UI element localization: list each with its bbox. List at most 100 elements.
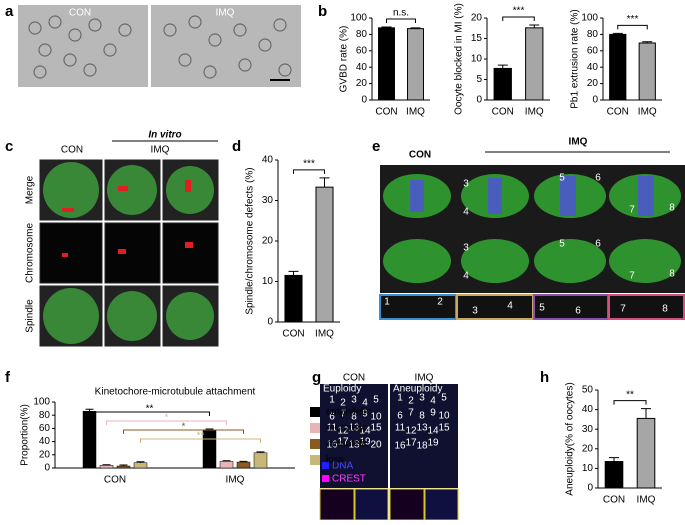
x-tick-label: IMQ: [315, 329, 334, 340]
inset-number: 2: [437, 297, 443, 308]
significance: ***: [513, 6, 525, 17]
legend-label: loss: [326, 455, 344, 466]
y-tick-label: 30: [582, 424, 594, 435]
chromosome-number: 16: [394, 441, 406, 452]
error-bar: [381, 26, 392, 28]
y-tick-label: 40: [587, 62, 599, 73]
x-tick-label: CON: [607, 107, 629, 118]
c-oocytes: [43, 162, 214, 344]
chromosome-number: 4: [430, 396, 436, 407]
y-tick-label: 100: [33, 397, 50, 408]
bracket: [140, 438, 261, 443]
chromosome-number: 7: [408, 408, 414, 419]
bar: [493, 67, 512, 101]
chromosome-number: 18: [416, 441, 428, 452]
bar: [636, 417, 656, 489]
significance: *: [165, 413, 169, 424]
image-number: 6: [595, 173, 601, 184]
y-tick-label: 30: [262, 195, 274, 206]
inset: [379, 294, 457, 320]
chromosome-number: 10: [438, 411, 450, 422]
bracket: [293, 169, 325, 174]
chromosome-number: 7: [340, 409, 346, 420]
image-number: 6: [595, 239, 601, 250]
bracket: [123, 429, 244, 434]
chromosome-number: 8: [351, 412, 357, 423]
chromosome-number: 12: [337, 426, 349, 437]
heading: In vitro: [148, 130, 181, 141]
y-tick-label: 100: [581, 13, 598, 24]
column-label: IMQ: [151, 145, 170, 156]
y-tick-label: 15: [471, 33, 483, 44]
y-tick-label: 60: [39, 423, 51, 434]
legend-swatch: [310, 407, 320, 417]
bar: [604, 461, 624, 489]
y-tick-label: 20: [471, 13, 483, 24]
y-tick-label: 80: [587, 29, 599, 40]
bar: [525, 27, 544, 101]
panel-label: d: [232, 138, 241, 155]
y-tick-label: 10: [582, 463, 594, 474]
error-bar: [609, 457, 619, 462]
chromosome-number: 3: [351, 395, 357, 406]
significance: n.s.: [393, 8, 409, 19]
chromosome-number: 11: [327, 423, 338, 434]
error-bar: [642, 41, 653, 44]
e-chromosomes: [410, 176, 654, 216]
significance: ***: [627, 14, 639, 25]
image-number: 8: [669, 203, 675, 214]
chromosome-number: 17: [405, 438, 417, 449]
chromosome-number: 19: [359, 437, 371, 448]
y-tick-label: 100: [350, 13, 367, 24]
chromosome-number: 19: [427, 438, 439, 449]
error-bar: [497, 64, 508, 69]
y-tick-label: 40: [262, 155, 274, 166]
bracket: [386, 18, 416, 24]
panel-label: h: [540, 369, 549, 386]
y-tick-label: 20: [356, 78, 368, 89]
x-tick-label: IMQ: [226, 475, 245, 486]
chromosome-number: 4: [362, 398, 368, 409]
bar: [202, 430, 217, 469]
x-tick-label: IMQ: [406, 107, 425, 118]
y-axis-label: GVBD rate (%): [339, 26, 350, 93]
chromosome-number: 3: [419, 393, 425, 404]
significance: *: [182, 422, 186, 433]
y-tick-label: 40: [356, 62, 368, 73]
column-label: CON: [409, 150, 431, 161]
panel-label: f: [5, 369, 11, 386]
chromosome-number: 16: [326, 440, 338, 451]
y-axis-label: Oocyte blocked in MI (%): [454, 3, 465, 115]
significance: **: [197, 431, 205, 442]
y-tick-label: 20: [587, 78, 599, 89]
x-tick-label: CON: [282, 329, 304, 340]
image-label: IMQ: [216, 8, 235, 19]
inset: [608, 294, 685, 320]
chromosome-number: 9: [362, 409, 368, 420]
y-tick-label: 40: [582, 404, 594, 415]
bar: [219, 461, 234, 469]
bar: [82, 410, 97, 469]
chromosome-number: 5: [373, 395, 379, 406]
inset: [533, 294, 609, 320]
x-tick-label: CON: [603, 495, 625, 506]
bar: [609, 33, 627, 101]
column-label: IMQ: [415, 373, 434, 384]
image-number: 5: [559, 239, 565, 250]
y-tick-label: 40: [39, 436, 51, 447]
chromosome-number: 20: [370, 440, 382, 451]
inset-number: 4: [507, 301, 513, 312]
y-tick-label: 20: [39, 449, 51, 460]
bar: [253, 452, 268, 469]
bar: [99, 465, 114, 469]
significance: ***: [303, 158, 315, 169]
chromosome-number: 14: [359, 426, 371, 437]
column-label: IMQ: [569, 137, 588, 148]
error-bar: [529, 24, 540, 28]
inset-number: 7: [620, 304, 626, 315]
error-bar: [222, 460, 231, 462]
x-tick-label: CON: [375, 107, 397, 118]
x-tick-label: IMQ: [637, 495, 656, 506]
y-axis-label: Aneuploidy(% of oocytes): [565, 382, 576, 495]
